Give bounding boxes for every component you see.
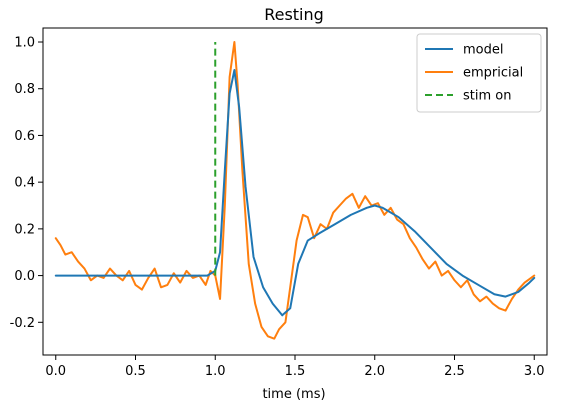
x-tick-label: 2.0 xyxy=(364,364,385,379)
y-tick-label: 0.8 xyxy=(14,82,35,97)
legend-label-empricial: empricial xyxy=(463,66,523,81)
legend: model empricial stim on xyxy=(416,33,542,113)
y-axis: -0.2 0.0 0.2 0.4 0.6 0.8 1.0 xyxy=(10,36,43,331)
x-tick-label: 0.0 xyxy=(45,364,66,379)
chart-title: Resting xyxy=(264,5,324,24)
y-tick-label: 1.0 xyxy=(14,36,35,51)
y-tick-label: 0.4 xyxy=(14,176,35,191)
legend-box xyxy=(416,33,542,113)
y-tick-label: -0.2 xyxy=(10,316,35,331)
x-axis-label: time (ms) xyxy=(262,387,325,402)
x-tick-label: 0.5 xyxy=(125,364,146,379)
x-axis: 0.0 0.5 1.0 1.5 2.0 2.5 3.0 xyxy=(45,355,545,379)
legend-label-model: model xyxy=(463,43,503,58)
x-tick-label: 3.0 xyxy=(524,364,545,379)
x-tick-label: 1.0 xyxy=(205,364,226,379)
x-tick-label: 1.5 xyxy=(285,364,306,379)
y-tick-label: 0.6 xyxy=(14,129,35,144)
x-tick-label: 2.5 xyxy=(444,364,465,379)
y-tick-label: 0.2 xyxy=(14,222,35,237)
legend-label-stim-on: stim on xyxy=(463,89,511,104)
series-line-model xyxy=(54,69,536,317)
y-tick-label: 0.0 xyxy=(14,269,35,284)
series-line-empricial xyxy=(54,41,536,340)
